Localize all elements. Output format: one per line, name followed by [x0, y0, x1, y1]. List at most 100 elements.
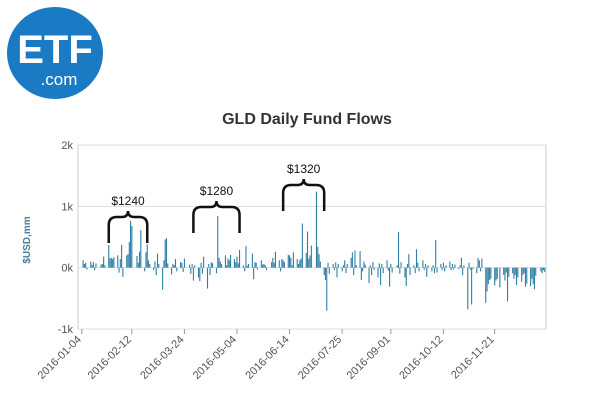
flow-bar [530, 267, 532, 287]
flow-bars [82, 191, 546, 311]
flow-bar [194, 265, 196, 268]
y-axis-ticks: -1k 0k 1k 2k [58, 140, 74, 336]
y-tick-label: -1k [58, 324, 74, 336]
flow-bar [524, 267, 527, 287]
flow-bar [273, 262, 275, 268]
flow-bar [398, 232, 400, 268]
flow-bar [353, 267, 355, 276]
flow-bar [359, 251, 361, 268]
flow-bar [208, 263, 210, 268]
flow-bar [319, 261, 321, 268]
flow-bar [351, 252, 353, 268]
flow-bar [541, 267, 543, 274]
flow-bar [118, 267, 120, 273]
flow-bar [399, 267, 401, 274]
y-tick-label: 2k [61, 140, 73, 152]
flow-bar [117, 255, 119, 268]
flow-bar [154, 261, 156, 268]
flow-bar [271, 262, 273, 268]
flow-bar [436, 267, 438, 273]
logo-text-etf: ETF [17, 28, 93, 72]
x-tick-label: 2016-06-14 [243, 334, 291, 382]
flow-bar [476, 267, 478, 274]
flow-bar [164, 239, 166, 268]
flow-bar [182, 267, 184, 272]
flow-bar [460, 257, 462, 268]
flow-bar [515, 267, 518, 285]
flow-bar [90, 261, 92, 268]
flow-bar [531, 267, 533, 279]
flow-bar [327, 262, 329, 268]
flow-bar [247, 263, 250, 268]
flow-bar [94, 267, 96, 271]
flow-bar [91, 265, 93, 268]
flow-bar [280, 267, 282, 272]
flow-bar [235, 262, 237, 268]
flow-bar [255, 262, 257, 268]
flow-bar [209, 267, 211, 276]
annotation-label: $1240 [111, 194, 145, 208]
flow-bar [136, 256, 138, 268]
flow-bar [153, 267, 155, 271]
flow-bar [149, 263, 151, 268]
flow-bar [471, 267, 473, 305]
flow-bar [301, 223, 303, 268]
flow-bar [162, 267, 164, 290]
flow-bar [172, 263, 174, 268]
flow-bar [145, 252, 147, 268]
flow-bar [155, 267, 157, 276]
flow-bar [227, 258, 229, 268]
flow-bar [422, 260, 424, 268]
flow-bar [463, 265, 465, 268]
chart-title: GLD Daily Fund Flows [222, 111, 392, 128]
flow-bar [127, 254, 129, 268]
flow-bar [180, 262, 182, 268]
flow-bar [226, 265, 228, 268]
flow-bar [224, 255, 226, 268]
flow-bar [459, 265, 461, 268]
flow-bar [197, 267, 200, 278]
flow-bar [391, 267, 393, 273]
flow-bar [442, 262, 444, 268]
x-tick-label: 2016-01-04 [36, 334, 84, 382]
flow-bar [189, 264, 191, 268]
flow-bar [333, 267, 335, 271]
flow-bar [513, 267, 515, 279]
flow-bar [380, 267, 382, 285]
gridlines [78, 144, 546, 330]
flow-bar [373, 267, 375, 271]
flow-bar [174, 259, 176, 268]
flow-bar [323, 267, 325, 276]
flow-bar [192, 267, 194, 281]
flow-bar [404, 267, 406, 278]
flow-bar [417, 262, 419, 268]
flow-bar [521, 267, 523, 282]
flow-bar [523, 267, 525, 274]
flow-bar [263, 263, 265, 268]
flow-bar [128, 241, 130, 268]
flow-bar [274, 251, 277, 268]
flow-bar [337, 263, 339, 268]
flow-bar [163, 260, 165, 268]
flow-bar [418, 267, 420, 272]
flow-bar [440, 263, 442, 268]
flow-bar [318, 254, 320, 268]
flow-bar [350, 257, 352, 268]
flow-bar [203, 256, 205, 268]
flow-bar [256, 267, 259, 270]
flow-bar [103, 256, 105, 268]
flow-bar [406, 263, 409, 268]
flow-bar [85, 262, 87, 268]
flow-bar [190, 267, 192, 274]
flow-bar [504, 267, 506, 281]
y-axis-label: $USD,mm [22, 216, 33, 263]
price-annotations: $1240 $1280 $1320 [107, 162, 326, 243]
flow-bar [287, 254, 289, 268]
flow-bar [158, 263, 160, 268]
flow-bar [326, 267, 328, 311]
flow-bar [236, 256, 238, 268]
flow-bar [409, 267, 411, 276]
flow-bar [414, 267, 416, 274]
flow-bar [262, 264, 264, 268]
